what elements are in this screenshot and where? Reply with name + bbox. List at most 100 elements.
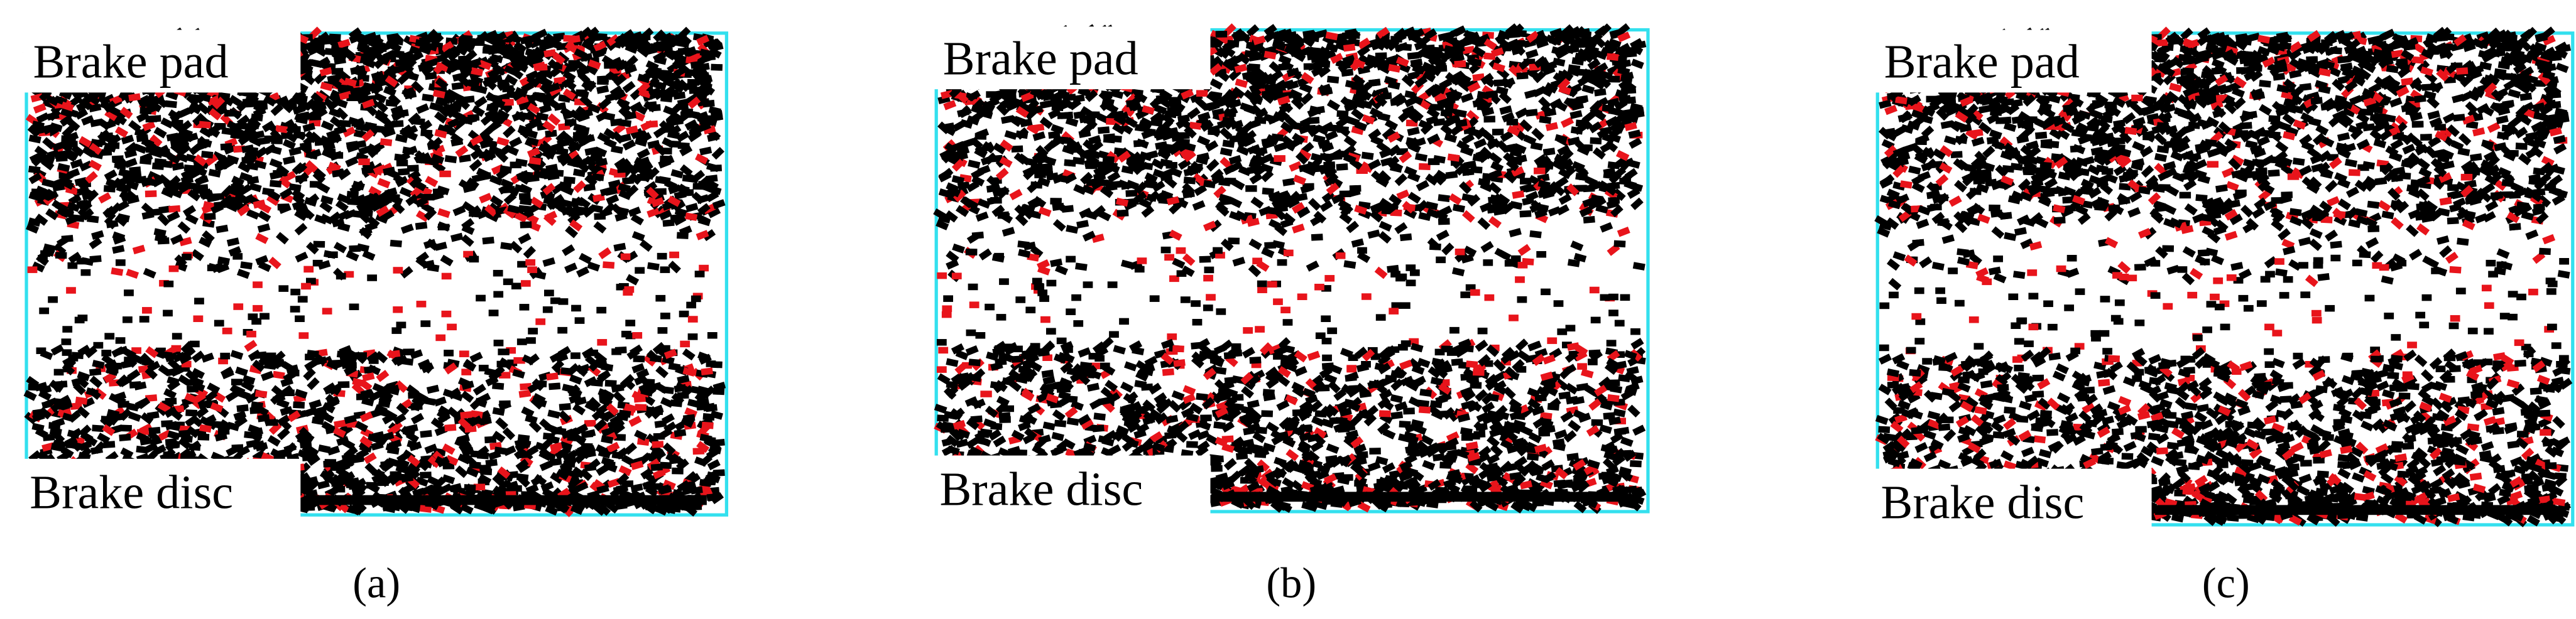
particle (633, 395, 646, 403)
particle (258, 210, 271, 222)
particle (662, 386, 674, 394)
particle (301, 283, 311, 290)
particle (309, 181, 322, 188)
particle (702, 36, 716, 48)
particle (680, 340, 690, 348)
particle (160, 117, 174, 129)
particle (700, 115, 712, 122)
particle (572, 159, 586, 167)
particle (587, 103, 601, 114)
particle (647, 207, 660, 218)
particle (132, 244, 146, 255)
particle (657, 252, 667, 260)
particle (48, 296, 58, 303)
caption: (a) (352, 559, 400, 607)
particle (89, 368, 102, 376)
particle (202, 230, 215, 243)
particle (365, 46, 378, 55)
particle (77, 315, 88, 321)
particle (1399, 233, 1412, 242)
particle (111, 267, 124, 276)
particle (459, 154, 471, 163)
particle (632, 332, 643, 339)
particle (484, 436, 497, 444)
particle (76, 257, 87, 265)
particle (444, 350, 454, 357)
particle (331, 68, 344, 75)
particle (93, 342, 104, 349)
particle (543, 289, 554, 296)
particle (444, 424, 457, 432)
particle (28, 134, 41, 144)
particle (635, 404, 647, 411)
particle (373, 74, 386, 82)
particle (420, 129, 433, 137)
particle (349, 94, 361, 101)
particle (28, 165, 41, 174)
particle (705, 404, 718, 412)
particle (422, 193, 435, 201)
particle (290, 288, 301, 296)
particle (104, 333, 115, 340)
particle (214, 201, 226, 209)
particle (270, 180, 282, 188)
particle (660, 312, 670, 320)
particle (620, 253, 631, 261)
particle (493, 291, 504, 298)
particle (592, 173, 604, 181)
particle (398, 168, 410, 176)
particle (358, 158, 370, 166)
particle (560, 367, 573, 375)
particle (233, 303, 244, 310)
particle (519, 451, 532, 459)
bottom-label: Brake disc (30, 466, 233, 519)
particle (249, 182, 262, 193)
particle (469, 461, 481, 469)
particle (622, 176, 635, 185)
particle (336, 272, 346, 280)
particle (699, 478, 712, 487)
particle (366, 482, 378, 489)
particle (539, 83, 553, 96)
particle (142, 121, 156, 131)
particle (525, 259, 536, 266)
particle (368, 186, 382, 198)
particle (322, 308, 332, 315)
particle (603, 261, 615, 269)
particle (563, 176, 576, 184)
particle (257, 223, 271, 233)
particle (687, 316, 698, 323)
particle (650, 463, 663, 471)
particle (655, 294, 666, 302)
particle (564, 262, 578, 274)
particle (395, 134, 408, 143)
particle (166, 441, 178, 449)
particle (214, 162, 227, 171)
particle (464, 484, 476, 492)
particle (420, 320, 431, 327)
particle (493, 340, 504, 347)
particle (337, 222, 351, 232)
particle (563, 35, 576, 43)
particle (168, 265, 179, 272)
particle (185, 409, 198, 417)
particle (254, 390, 268, 398)
particle (28, 384, 40, 391)
particle (320, 120, 334, 131)
particle (489, 55, 502, 63)
particle (186, 385, 199, 393)
particle (542, 306, 553, 313)
disc-edge (303, 495, 707, 505)
particle (557, 326, 568, 334)
particle (163, 281, 174, 288)
particle (39, 307, 50, 315)
particle (145, 190, 157, 198)
particle (148, 426, 161, 434)
particle (441, 310, 452, 318)
particle (513, 110, 527, 122)
particle (283, 171, 297, 182)
particle (543, 171, 556, 180)
particle (160, 160, 173, 168)
particle (327, 251, 338, 258)
particle (251, 113, 263, 122)
